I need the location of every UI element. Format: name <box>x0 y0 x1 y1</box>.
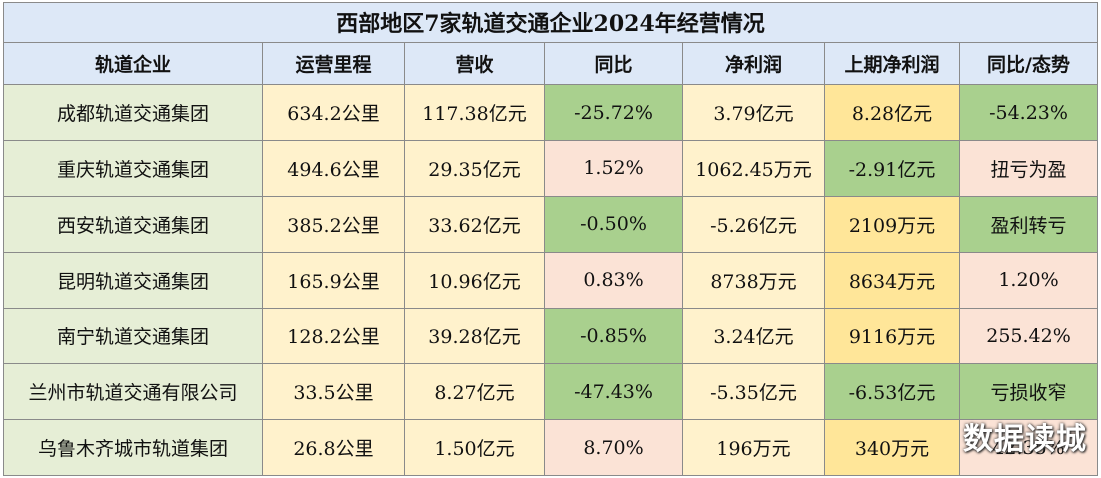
yoy-cell: 0.83% <box>544 251 683 309</box>
yoy-cell: 8.70% <box>544 419 683 476</box>
table-body: 成都轨道交通集团 634.2公里 117.38亿元 -25.72% 3.79亿元 8.28… <box>3 84 1099 476</box>
trend-cell: 255.42% <box>958 307 1099 365</box>
revenue-cell: 10.96亿元 <box>404 251 545 309</box>
profit-cell: 3.79亿元 <box>682 84 825 142</box>
mileage-cell: 494.6公里 <box>262 140 405 197</box>
company-cell: 乌鲁木齐城市轨道集团 <box>3 419 263 476</box>
table-row: 兰州市轨道交通有限公司 33.5公里 8.27亿元 -47.43% -5.35亿元 -6.… <box>3 363 1099 421</box>
revenue-cell: 39.28亿元 <box>404 307 545 365</box>
revenue-cell: 117.38亿元 <box>404 84 545 142</box>
prev-profit-cell: 8.28亿元 <box>824 84 960 142</box>
trend-cell: -54.23% <box>958 84 1099 142</box>
prev-profit-cell: -2.91亿元 <box>824 140 960 197</box>
profit-cell: 3.24亿元 <box>682 307 825 365</box>
header-trend: 同比/态势 <box>958 41 1099 86</box>
yoy-cell: 1.52% <box>544 140 683 197</box>
mileage-cell: 385.2公里 <box>262 195 405 253</box>
profit-cell: -5.35亿元 <box>682 363 825 421</box>
yoy-cell: -47.43% <box>544 363 683 421</box>
header-mileage: 运营里程 <box>262 41 405 86</box>
table-row: 南宁轨道交通集团 128.2公里 39.28亿元 -0.85% 3.24亿元 9116万元… <box>3 307 1099 365</box>
revenue-cell: 29.35亿元 <box>404 140 545 197</box>
company-cell: 西安轨道交通集团 <box>3 195 263 253</box>
company-cell: 南宁轨道交通集团 <box>3 307 263 365</box>
revenue-cell: 8.27亿元 <box>404 363 545 421</box>
profit-cell: 8738万元 <box>682 251 825 309</box>
trend-cell: 42.35% <box>958 419 1099 476</box>
prev-profit-cell: 8634万元 <box>824 251 960 309</box>
revenue-cell: 1.50亿元 <box>404 419 545 476</box>
trend-cell: 扭亏为盈 <box>958 140 1099 197</box>
prev-profit-cell: 9116万元 <box>824 307 960 365</box>
trend-cell: 1.20% <box>958 251 1099 309</box>
header-revenue: 营收 <box>404 41 545 86</box>
table-title: 西部地区7家轨道交通企业2024年经营情况 <box>2 2 1099 43</box>
header-row: 轨道企业 运营里程 营收 同比 净利润 上期净利润 同比/态势 <box>3 41 1099 86</box>
mileage-cell: 33.5公里 <box>262 363 405 421</box>
trend-cell: 盈利转亏 <box>958 195 1099 253</box>
table-row: 乌鲁木齐城市轨道集团 26.8公里 1.50亿元 8.70% 196万元 340万元 42.… <box>3 419 1099 476</box>
company-cell: 兰州市轨道交通有限公司 <box>3 363 263 421</box>
profit-cell: 1062.45万元 <box>682 140 825 197</box>
prev-profit-cell: 2109万元 <box>824 195 960 253</box>
header-prev-profit: 上期净利润 <box>824 41 960 86</box>
mileage-cell: 26.8公里 <box>262 419 405 476</box>
yoy-cell: -25.72% <box>544 84 683 142</box>
trend-cell: 亏损收窄 <box>958 363 1099 421</box>
profit-cell: 196万元 <box>682 419 825 476</box>
yoy-cell: -0.85% <box>544 307 683 365</box>
table-row: 西安轨道交通集团 385.2公里 33.62亿元 -0.50% -5.26亿元 2109万… <box>3 195 1099 253</box>
company-cell: 昆明轨道交通集团 <box>3 251 263 309</box>
company-cell: 重庆轨道交通集团 <box>3 140 263 197</box>
company-cell: 成都轨道交通集团 <box>3 84 263 142</box>
profit-cell: -5.26亿元 <box>682 195 825 253</box>
mileage-cell: 165.9公里 <box>262 251 405 309</box>
revenue-cell: 33.62亿元 <box>404 195 545 253</box>
prev-profit-cell: 340万元 <box>824 419 960 476</box>
header-company: 轨道企业 <box>3 41 263 86</box>
table-row: 昆明轨道交通集团 165.9公里 10.96亿元 0.83% 8738万元 8634万元 1… <box>3 251 1099 309</box>
mileage-cell: 128.2公里 <box>262 307 405 365</box>
header-profit: 净利润 <box>682 41 825 86</box>
watermark: 数据读城 <box>963 422 1087 457</box>
header-yoy: 同比 <box>544 41 683 86</box>
yoy-cell: -0.50% <box>544 195 683 253</box>
table-row: 重庆轨道交通集团 494.6公里 29.35亿元 1.52% 1062.45万元 -2.9… <box>3 140 1099 197</box>
prev-profit-cell: -6.53亿元 <box>824 363 960 421</box>
table-row: 成都轨道交通集团 634.2公里 117.38亿元 -25.72% 3.79亿元 8.28… <box>3 84 1099 142</box>
mileage-cell: 634.2公里 <box>262 84 405 142</box>
